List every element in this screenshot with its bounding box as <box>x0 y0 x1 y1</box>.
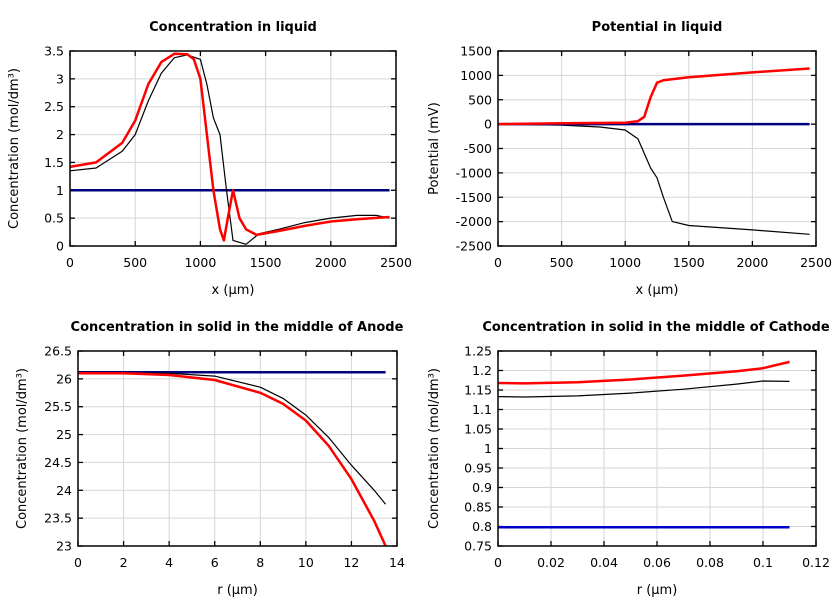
subplot-1: 0 500 1000 1500 2000 2500 0 0.5 1 1.5 2 2.5 3 3.5 Conc… <box>7 20 412 298</box>
x-tick-label: 0.06 <box>643 555 671 570</box>
plot-frame <box>77 350 398 547</box>
y-tick-label: 24 <box>56 483 72 498</box>
x-tick-label: 12 <box>343 555 359 570</box>
x-tick-label: 2000 <box>315 255 347 270</box>
plot-frame <box>497 50 817 247</box>
x-tick-label: 2500 <box>380 255 412 270</box>
subplot-2: 0 500 1000 1500 2000 2500 -2500 -2000 -1500 -1000… <box>427 20 832 298</box>
series-line-1 <box>497 123 810 235</box>
x-tick-label: 2500 <box>800 255 832 270</box>
x-tick-label: 0 <box>66 255 74 270</box>
x-axis-label: r (µm) <box>217 583 258 598</box>
plot-frame <box>69 50 397 247</box>
x-tick-label: 0.1 <box>753 555 773 570</box>
y-tick-label: -2000 <box>456 214 492 229</box>
y-tick-label: 23.5 <box>44 511 72 526</box>
y-tick-label: 1.5 <box>44 155 64 170</box>
y-tick-label: -1500 <box>456 190 492 205</box>
chart-title: Concentration in liquid <box>149 20 317 35</box>
x-tick-label: 500 <box>550 255 574 270</box>
x-axis-label: x (µm) <box>212 283 255 298</box>
y-tick-label: 2 <box>56 127 64 142</box>
y-tick-label: -1000 <box>456 165 492 180</box>
y-tick-label: 3.5 <box>44 44 64 59</box>
y-tick-label: 1.2 <box>472 363 492 378</box>
y-tick-label: 24.5 <box>44 455 72 470</box>
y-tick-label: 500 <box>468 92 492 107</box>
y-tick-label: 1 <box>484 441 492 456</box>
x-tick-label: 500 <box>123 255 147 270</box>
x-tick-label: 2000 <box>736 255 768 270</box>
y-tick-label: 1.15 <box>464 383 492 398</box>
x-tick-label: 0 <box>494 255 502 270</box>
y-tick-label: 23 <box>56 539 72 554</box>
y-tick-label: 3 <box>56 71 64 86</box>
y-tick-label: 0 <box>484 117 492 132</box>
x-axis-label: r (µm) <box>637 583 678 598</box>
x-tick-label: 1000 <box>184 255 216 270</box>
x-axis-label: x (µm) <box>636 283 679 298</box>
x-tick-label: 0.04 <box>590 555 618 570</box>
x-tick-label: 1000 <box>609 255 641 270</box>
x-tick-label: 6 <box>211 555 219 570</box>
y-tick-label: 25 <box>56 427 72 442</box>
x-tick-label: 4 <box>165 555 173 570</box>
y-tick-label: 0.75 <box>464 539 492 554</box>
y-tick-label: 0 <box>56 239 64 254</box>
y-tick-label: 26.5 <box>44 344 72 359</box>
x-tick-label: 14 <box>389 555 405 570</box>
y-tick-label: 26 <box>56 371 72 386</box>
x-tick-label: 0 <box>494 555 502 570</box>
chart-title: Concentration in solid in the middle of … <box>482 320 830 335</box>
y-tick-label: 0.5 <box>44 211 64 226</box>
y-axis-label: Concentration (mol/dm³) <box>15 368 30 529</box>
x-tick-label: 0.08 <box>696 555 724 570</box>
series-line-2 <box>497 380 790 398</box>
series-line-2 <box>69 54 390 245</box>
y-tick-label: 0.95 <box>464 461 492 476</box>
series-line-3 <box>78 372 387 547</box>
x-tick-label: 8 <box>256 555 264 570</box>
y-tick-label: 2.5 <box>44 99 64 114</box>
y-tick-label: 1.25 <box>464 344 492 359</box>
y-tick-label: -500 <box>464 141 492 156</box>
series-line-2 <box>77 371 387 505</box>
y-tick-label: 25.5 <box>44 399 72 414</box>
x-tick-label: 0 <box>74 555 82 570</box>
y-tick-label: 1500 <box>460 44 492 59</box>
chart-title: Potential in liquid <box>592 20 723 35</box>
x-tick-label: 1500 <box>250 255 282 270</box>
x-tick-label: 10 <box>298 555 314 570</box>
y-tick-label: -2500 <box>456 239 492 254</box>
y-tick-label: 1 <box>56 183 64 198</box>
x-tick-label: 1500 <box>673 255 705 270</box>
x-tick-label: 0.12 <box>802 555 830 570</box>
x-tick-label: 0.02 <box>537 555 565 570</box>
y-tick-label: 1.05 <box>464 422 492 437</box>
chart-title: Concentration in solid in the middle of … <box>71 320 404 335</box>
y-tick-label: 1000 <box>460 68 492 83</box>
y-tick-label: 0.9 <box>472 480 492 495</box>
x-tick-label: 2 <box>120 555 128 570</box>
subplot-4: 0 0.02 0.04 0.06 0.08 0.1 0.12 0.75 0.8 0.85 0.9 0.… <box>427 320 830 598</box>
plot-frame <box>497 350 817 547</box>
series-line-3 <box>497 67 810 126</box>
series-line-3 <box>497 360 790 385</box>
y-tick-label: 0.85 <box>464 500 492 515</box>
y-axis-label: Potential (mV) <box>427 102 442 195</box>
series-line-3 <box>69 52 390 242</box>
subplot-3: 0 2 4 6 8 10 12 142323.52424.52525.52626.5Conce… <box>15 320 405 598</box>
y-tick-label: 1.1 <box>472 402 492 417</box>
y-axis-label: Concentration (mol/dm³) <box>427 368 442 529</box>
y-tick-label: 0.8 <box>472 519 492 534</box>
y-axis-label: Concentration (mol/dm³) <box>7 68 22 229</box>
